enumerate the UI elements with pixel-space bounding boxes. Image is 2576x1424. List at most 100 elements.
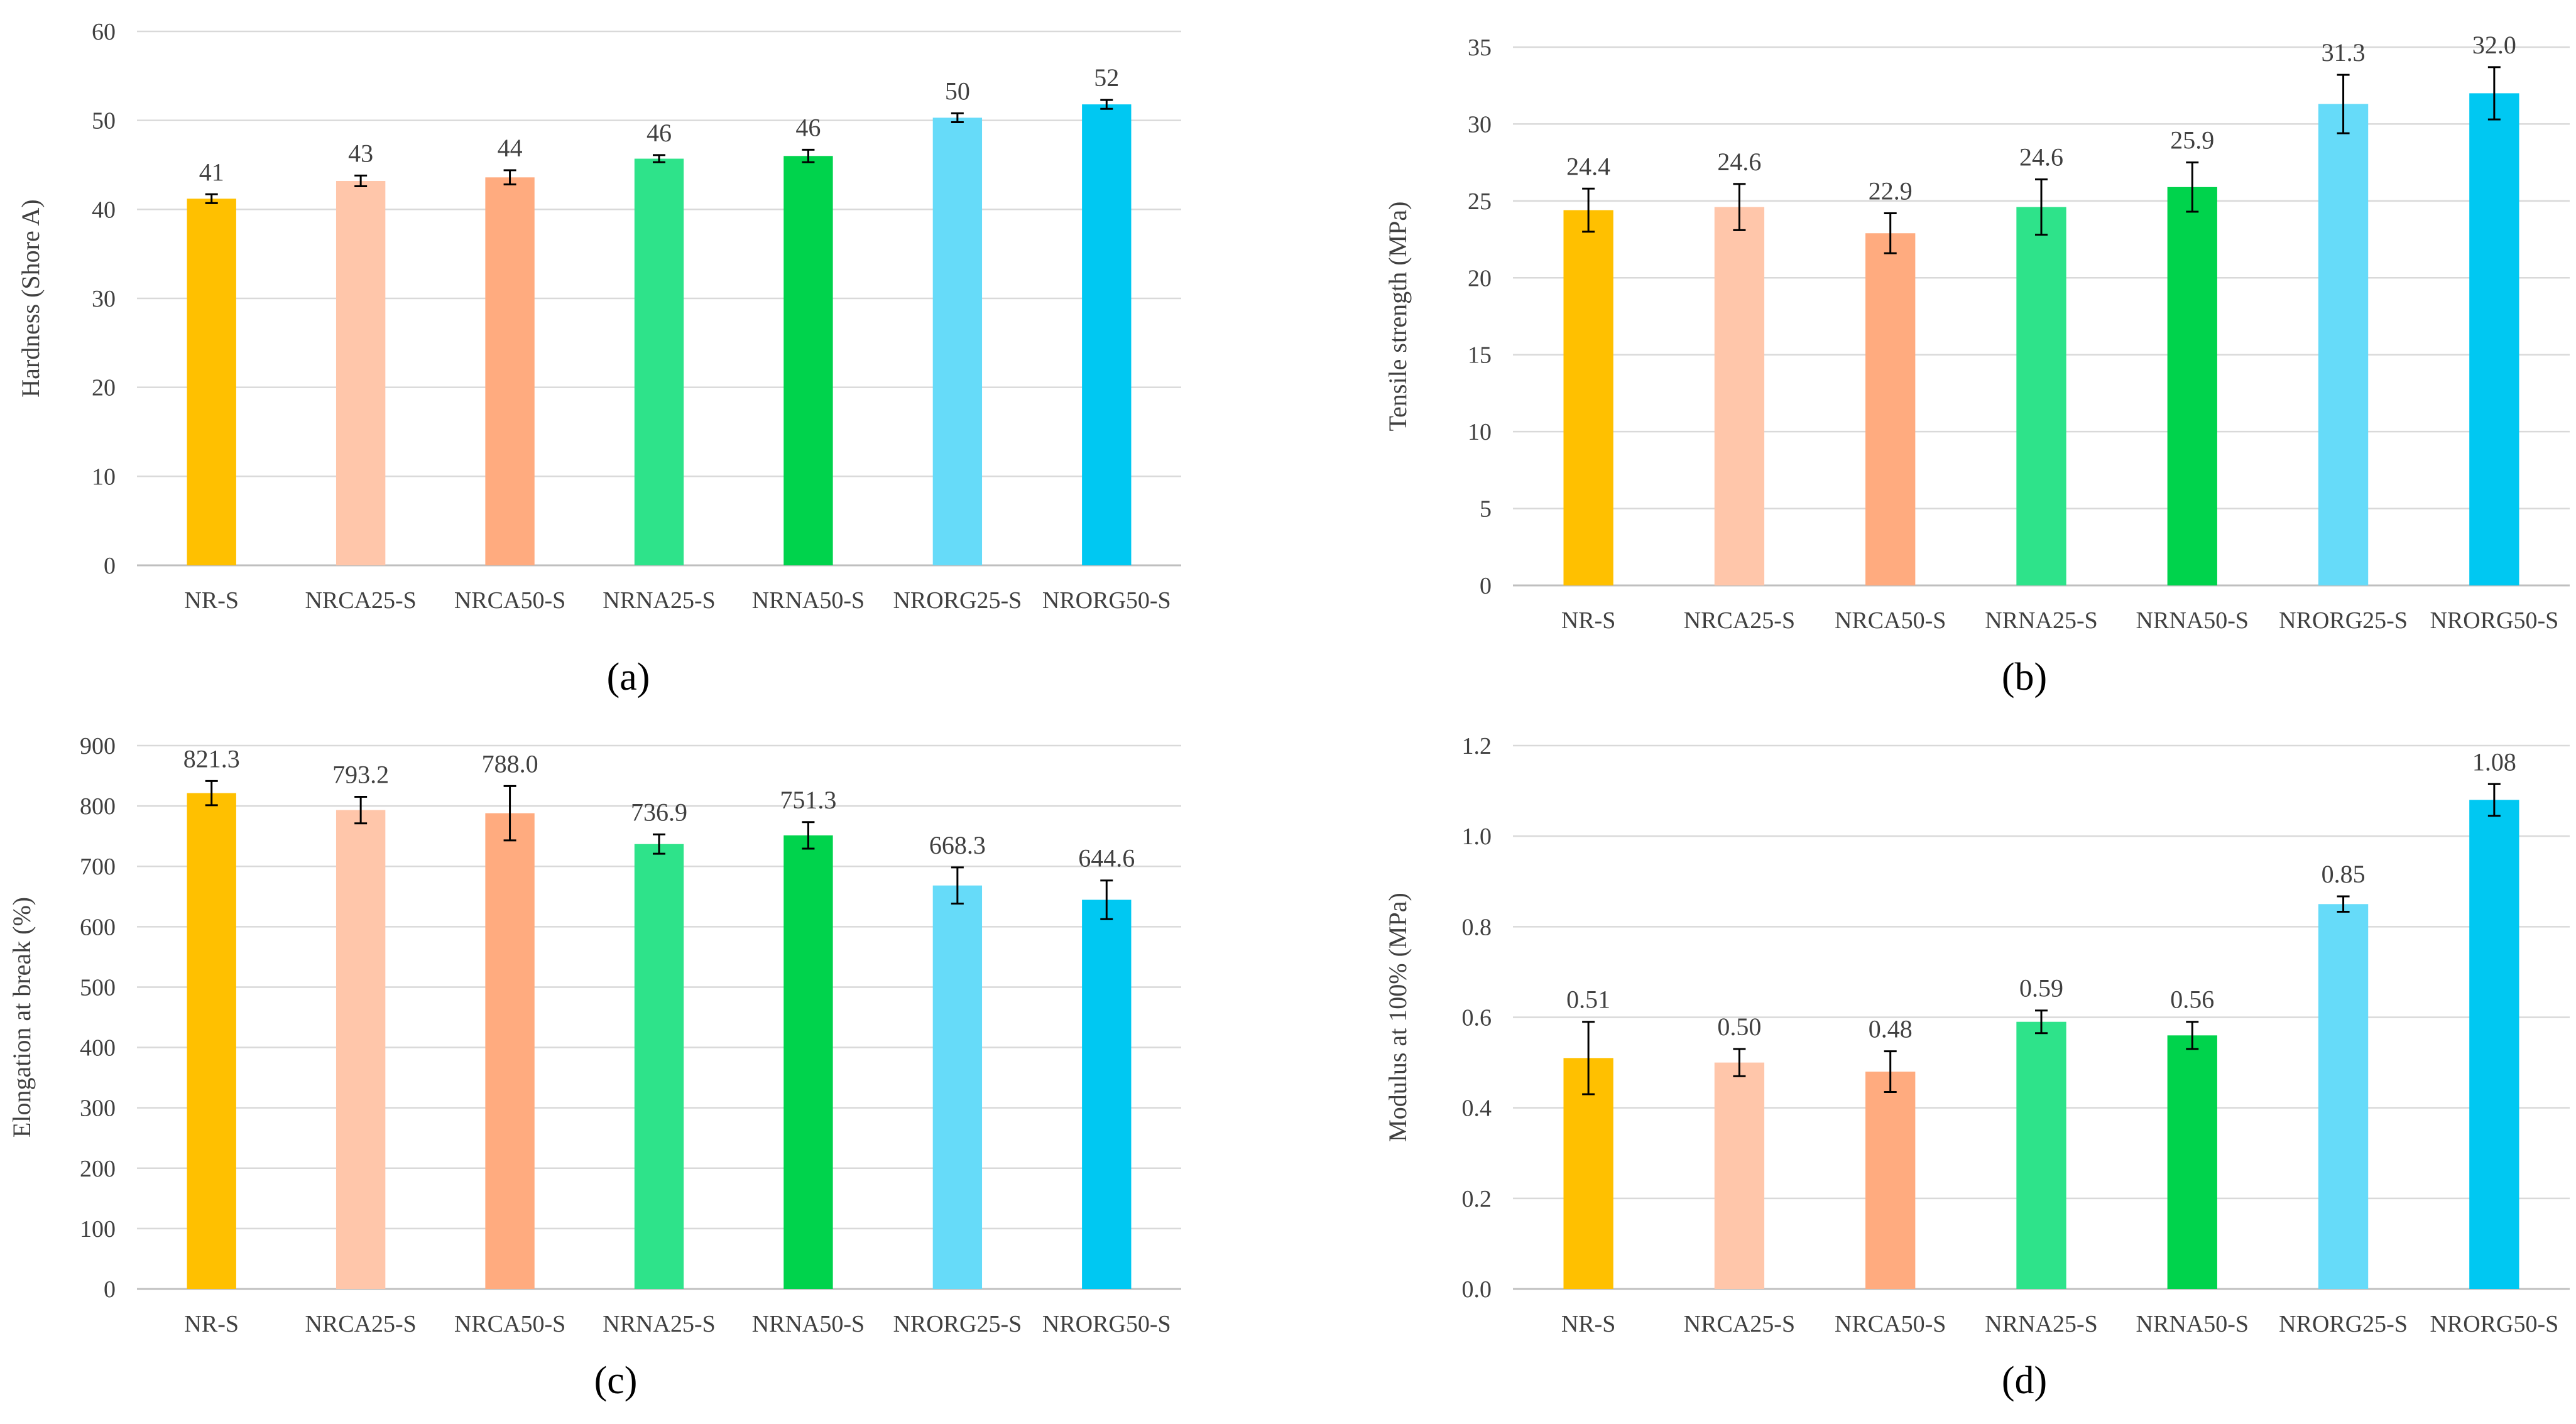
y-axis-label: Elongation at break (%) — [8, 897, 36, 1138]
chart-panel-2: 0 5 10 15 20 25 30 35 Tensile strength (MPa) 24.4… — [1384, 31, 2570, 698]
bar-NRNA50-S — [2167, 187, 2217, 585]
y-tick-label: 700 — [80, 854, 116, 880]
data-label: 24.6 — [2019, 143, 2063, 171]
y-axis-label: Modulus at 100% (MPa) — [1384, 893, 1412, 1142]
x-tick-label: NR-S — [1561, 1311, 1616, 1337]
y-tick-label: 20 — [1468, 265, 1492, 291]
y-tick-label: 10 — [92, 464, 116, 490]
data-label: 0.56 — [2170, 986, 2214, 1014]
y-tick-label: 60 — [92, 19, 116, 45]
x-tick-label: NRNA50-S — [752, 1311, 865, 1337]
y-tick-label: 30 — [1468, 111, 1492, 138]
y-tick-label: 25 — [1468, 188, 1492, 215]
bar-NR-S — [187, 793, 236, 1289]
x-tick-label: NRORG50-S — [1042, 587, 1171, 614]
x-tick-label: NRORG25-S — [893, 1311, 1022, 1337]
data-label: 0.59 — [2019, 974, 2063, 1003]
x-tick-label: NRCA25-S — [1684, 607, 1795, 634]
x-tick-label: NRORG25-S — [2279, 1311, 2408, 1337]
y-tick-label: 0 — [1480, 573, 1492, 599]
y-tick-label: 300 — [80, 1095, 116, 1122]
y-tick-label: 200 — [80, 1156, 116, 1182]
data-label: 46 — [647, 119, 672, 147]
y-tick-label: 1.2 — [1462, 733, 1492, 759]
x-tick-label: NRNA25-S — [603, 1311, 715, 1337]
panel-label: (a) — [607, 656, 650, 698]
x-tick-label: NR-S — [184, 587, 239, 614]
bar-NRCA50-S — [485, 177, 535, 565]
bar-NRCA50-S — [1865, 233, 1916, 586]
bar-NR-S — [1563, 1058, 1613, 1289]
y-tick-label: 0.6 — [1462, 1005, 1492, 1031]
data-label: 25.9 — [2170, 126, 2214, 155]
data-label: 668.3 — [929, 831, 986, 859]
data-label: 0.48 — [1869, 1015, 1913, 1043]
data-label: 24.4 — [1566, 152, 1610, 180]
y-tick-label: 0.8 — [1462, 914, 1492, 940]
bar-NRNA25-S — [2016, 1021, 2066, 1289]
x-tick-label: NRORG25-S — [2279, 607, 2408, 634]
bar-NRORG25-S — [2318, 904, 2369, 1289]
y-axis-label: Hardness (Shore A) — [16, 199, 45, 398]
bar-NRORG25-S — [932, 885, 983, 1289]
data-label: 24.6 — [1717, 148, 1761, 176]
y-tick-label: 600 — [80, 914, 116, 940]
bar-NRCA25-S — [1714, 207, 1765, 585]
bar-NRCA25-S — [1714, 1062, 1765, 1289]
x-tick-label: NRCA25-S — [305, 1311, 416, 1337]
y-tick-label: 0 — [104, 1276, 116, 1303]
bar-NRORG50-S — [2469, 93, 2519, 585]
x-tick-label: NRCA25-S — [1684, 1311, 1795, 1337]
y-tick-label: 1.0 — [1462, 823, 1492, 850]
bar-NRCA25-S — [336, 810, 386, 1289]
y-tick-label: 400 — [80, 1035, 116, 1062]
x-tick-label: NRCA50-S — [454, 587, 565, 614]
panel-label: (c) — [594, 1359, 638, 1402]
data-label: 1.08 — [2472, 747, 2516, 776]
x-tick-label: NRCA50-S — [454, 1311, 565, 1337]
bar-NR-S — [187, 198, 236, 565]
data-label: 0.85 — [2322, 860, 2366, 888]
data-label: 46 — [795, 113, 821, 141]
y-tick-label: 20 — [92, 375, 116, 401]
y-tick-label: 30 — [92, 286, 116, 312]
y-tick-label: 100 — [80, 1216, 116, 1242]
bar-NRNA25-S — [634, 844, 684, 1289]
bar-NRORG50-S — [1082, 900, 1132, 1289]
data-label: 788.0 — [482, 749, 538, 778]
data-label: 644.6 — [1078, 844, 1135, 872]
chart-panel-1: 0 10 20 30 40 50 60 Hardness (Shore A) 41 NR-S 43 N… — [16, 19, 1181, 698]
data-label: 41 — [199, 158, 224, 186]
y-tick-label: 5 — [1480, 496, 1492, 523]
x-tick-label: NRNA25-S — [603, 587, 715, 614]
panel-label: (d) — [2002, 1359, 2047, 1402]
bar-NRNA50-S — [2167, 1035, 2217, 1289]
x-tick-label: NRCA50-S — [1835, 1311, 1946, 1337]
data-label: 31.3 — [2322, 38, 2366, 67]
data-label: 43 — [348, 139, 373, 168]
x-tick-label: NRCA25-S — [305, 587, 416, 614]
bar-NR-S — [1563, 210, 1613, 585]
y-tick-label: 800 — [80, 793, 116, 820]
y-tick-label: 500 — [80, 974, 116, 1001]
data-label: 793.2 — [332, 761, 389, 789]
data-label: 0.51 — [1566, 986, 1610, 1014]
data-label: 751.3 — [780, 786, 836, 814]
chart-panel-3: 0 100 200 300 400 500 600 700 800 900 Elongation a… — [8, 733, 1181, 1402]
bar-NRORG50-S — [1082, 104, 1132, 565]
chart-panel-4: 0.0 0.2 0.4 0.6 0.8 1.0 1.2 Modulus at 100% (MP… — [1384, 733, 2570, 1402]
bar-NRORG25-S — [2318, 104, 2369, 585]
y-tick-label: 40 — [92, 197, 116, 223]
y-tick-label: 35 — [1468, 35, 1492, 61]
y-tick-label: 0.0 — [1462, 1276, 1492, 1303]
y-axis-label: Tensile strength (MPa) — [1384, 201, 1412, 431]
data-label: 50 — [945, 77, 970, 105]
y-tick-label: 50 — [92, 108, 116, 134]
x-tick-label: NRNA50-S — [2136, 1311, 2249, 1337]
x-tick-label: NRNA25-S — [1985, 607, 2097, 634]
y-tick-label: 15 — [1468, 342, 1492, 369]
y-tick-label: 0.4 — [1462, 1095, 1492, 1122]
x-tick-label: NRORG50-S — [2430, 607, 2558, 634]
data-label: 44 — [498, 134, 523, 162]
